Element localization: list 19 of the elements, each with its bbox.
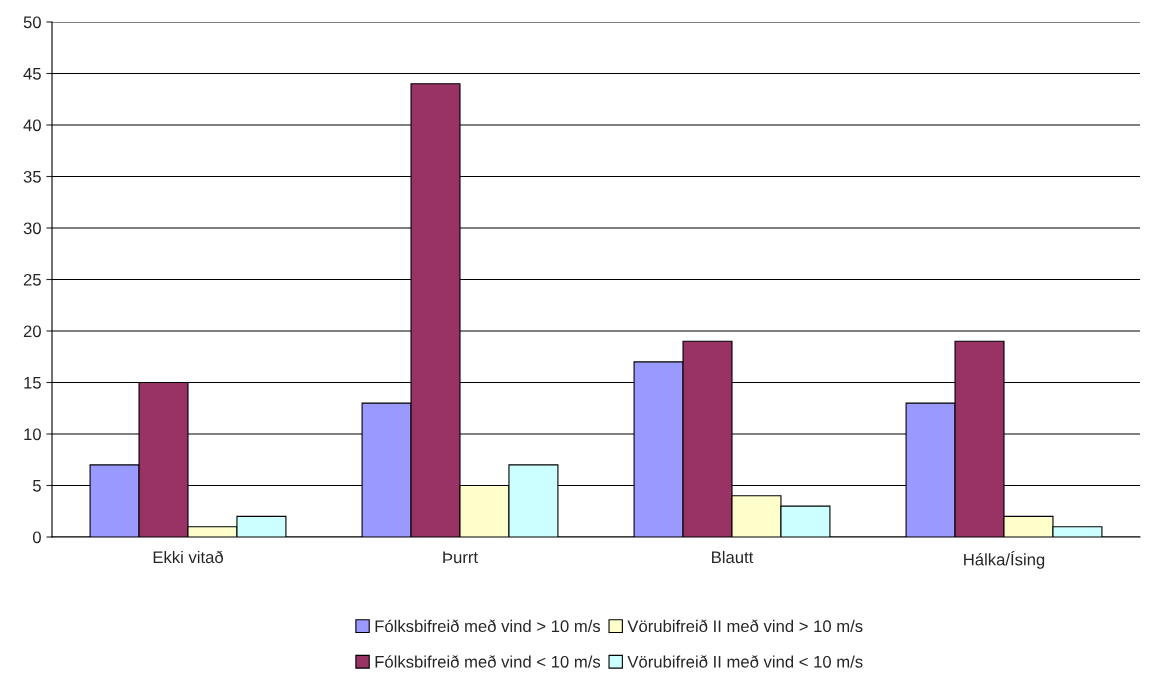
y-tick-label: 10 (24, 428, 41, 441)
x-tick-label: Þurrt (443, 551, 478, 564)
y-tick-label: 30 (23, 222, 41, 235)
y-tick-label: 0 (32, 531, 41, 544)
x-tick-label: Blautt (712, 550, 754, 564)
x-tick-label: Ekki vitað (153, 550, 224, 564)
x-tick-label: Hálka/Ísing (964, 550, 1045, 569)
y-tick-label: 15 (24, 377, 41, 389)
legend-label: Fólksbifreið með vind > 10 m/s (375, 619, 601, 633)
legend-label: Vörubifreið II með vind > 10 m/s (627, 619, 863, 633)
y-tick-label: 50 (23, 16, 41, 29)
legend-label: Fólksbifreið með vind < 10 m/s (375, 655, 601, 668)
y-tick-label: 20 (23, 325, 41, 338)
y-tick-label: 25 (23, 273, 41, 286)
y-tick-label: 45 (23, 68, 41, 80)
y-tick-label: 40 (23, 119, 41, 132)
y-tick-label: 5 (32, 480, 41, 492)
legend-label: Vörubifreið II með vind < 10 m/s (627, 655, 863, 668)
y-tick-label: 35 (23, 170, 41, 183)
